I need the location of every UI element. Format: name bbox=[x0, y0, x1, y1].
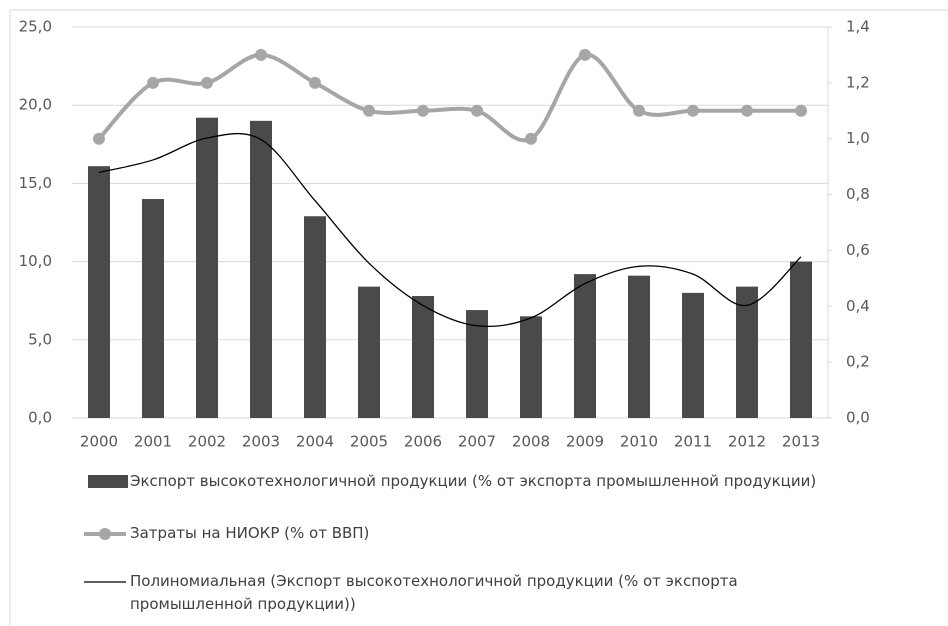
line-marker bbox=[795, 104, 807, 117]
x-tick-label: 2006 bbox=[404, 433, 442, 451]
line-marker bbox=[417, 104, 429, 117]
line-marker bbox=[633, 104, 645, 117]
y2-tick-label: 1,0 bbox=[846, 129, 870, 147]
bar bbox=[574, 274, 596, 418]
chart-frame bbox=[9, 9, 948, 626]
y-tick-label: 10,0 bbox=[19, 252, 52, 270]
line bbox=[97, 52, 801, 143]
x-tick-label: 2002 bbox=[188, 433, 226, 451]
bar bbox=[790, 261, 812, 418]
bar bbox=[88, 166, 110, 418]
x-tick-label: 2012 bbox=[728, 433, 766, 451]
bar bbox=[196, 117, 218, 418]
legend-bar bbox=[88, 475, 128, 488]
x-tick-label: 2001 bbox=[134, 433, 172, 451]
bar bbox=[628, 275, 650, 418]
line-marker bbox=[741, 104, 753, 117]
x-tick-label: 2005 bbox=[350, 433, 388, 451]
legend-item: Затраты на НИОКР (% от ВВП) bbox=[84, 522, 914, 545]
bar bbox=[466, 310, 488, 418]
bar bbox=[736, 286, 758, 418]
x-tick-label: 2003 bbox=[242, 433, 280, 451]
bar bbox=[304, 216, 326, 418]
x-tick-label: 2007 bbox=[458, 433, 496, 451]
bar bbox=[520, 316, 542, 418]
x-tick-label: 2009 bbox=[566, 433, 604, 451]
x-tick-label: 2008 bbox=[512, 433, 550, 451]
x-tick-label: 2000 bbox=[80, 433, 118, 451]
legend-swatch bbox=[84, 528, 126, 540]
x-tick-label: 2004 bbox=[296, 433, 334, 451]
line-marker bbox=[525, 132, 537, 145]
y-tick-label: 5,0 bbox=[28, 330, 52, 348]
legend-marker bbox=[99, 528, 111, 540]
bar bbox=[412, 296, 434, 418]
line-marker bbox=[201, 76, 213, 89]
line-marker bbox=[687, 104, 699, 117]
y2-tick-label: 1,4 bbox=[846, 18, 870, 36]
legend-swatch bbox=[88, 475, 128, 488]
y2-tick-label: 0,8 bbox=[846, 185, 870, 203]
y2-tick-label: 0,6 bbox=[846, 241, 870, 259]
y2-tick-label: 0,2 bbox=[846, 353, 870, 371]
legend-label: Полиномиальная (Экспорт высокотехнологич… bbox=[130, 572, 738, 613]
x-tick-label: 2010 bbox=[620, 433, 658, 451]
legend-item: Экспорт высокотехнологичной продукции (%… bbox=[84, 470, 914, 493]
y2-tick-label: 0,0 bbox=[846, 409, 870, 427]
line-marker bbox=[471, 104, 483, 117]
y-tick-label: 0,0 bbox=[28, 409, 52, 427]
line-marker bbox=[255, 48, 267, 61]
line bbox=[98, 132, 802, 328]
legend-label: Затраты на НИОКР (% от ВВП) bbox=[130, 524, 370, 542]
bar bbox=[682, 292, 704, 418]
bar bbox=[358, 286, 380, 418]
legend-swatch bbox=[84, 581, 126, 583]
line-marker bbox=[309, 76, 321, 89]
y2-tick-label: 0,4 bbox=[846, 297, 870, 315]
bar bbox=[250, 120, 272, 418]
y-tick-label: 15,0 bbox=[19, 174, 52, 192]
y2-tick-label: 1,2 bbox=[846, 73, 870, 91]
x-tick-label: 2013 bbox=[782, 433, 820, 451]
legend-item: Полиномиальная (Экспорт высокотехнологич… bbox=[84, 570, 914, 616]
line-marker bbox=[147, 76, 159, 89]
line-marker bbox=[363, 104, 375, 117]
x-tick-label: 2011 bbox=[674, 433, 712, 451]
line-marker bbox=[93, 132, 105, 145]
y-tick-label: 25,0 bbox=[19, 18, 52, 36]
y-tick-label: 20,0 bbox=[19, 96, 52, 114]
bar bbox=[142, 199, 164, 418]
line-marker bbox=[579, 48, 591, 61]
legend-label: Экспорт высокотехнологичной продукции (%… bbox=[130, 472, 817, 490]
